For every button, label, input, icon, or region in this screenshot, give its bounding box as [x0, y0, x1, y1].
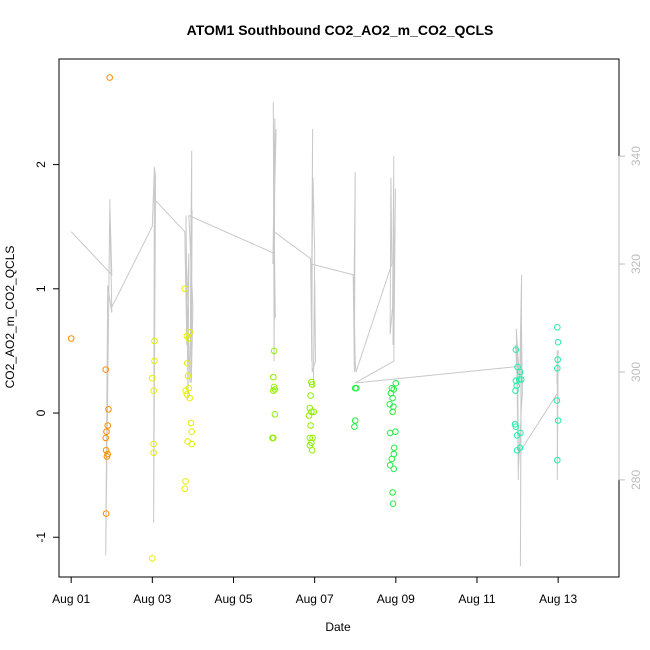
- data-point-s3-13: [392, 428, 399, 436]
- plot-frame: [58, 58, 620, 578]
- y-tick-label-3: 2: [34, 161, 48, 168]
- data-point-s1-2: [149, 374, 156, 382]
- x-axis: Aug 01 Aug 03 Aug 05 Aug 07 Aug 09 Aug 11 Aug …: [52, 576, 577, 606]
- y-axis-right: 280 300 320 340: [618, 146, 643, 490]
- y2-tick-label-3: 340: [629, 146, 643, 166]
- data-point-s0-9: [103, 453, 111, 460]
- data-point-s1-11: [183, 360, 191, 367]
- data-point-s3-14: [390, 444, 398, 452]
- data-point-s0-4: [104, 422, 111, 429]
- data-point-s4-11: [513, 432, 521, 439]
- data-point-s1-10: [186, 329, 193, 336]
- data-point-s4-9: [512, 423, 520, 431]
- y2-tick-label-1: 300: [629, 362, 643, 382]
- data-point-s3-20: [389, 500, 397, 508]
- x-tick-label-4: Aug 09: [377, 592, 415, 606]
- data-point-s4-13: [513, 447, 521, 454]
- data-point-s2-3: [271, 386, 279, 393]
- secondary-line-layer: [70, 102, 559, 567]
- data-point-s1-3: [150, 387, 157, 395]
- secondary-series-line: [70, 102, 559, 567]
- data-point-s1-5: [150, 449, 157, 457]
- data-point-s1-6: [149, 555, 156, 562]
- data-point-s3-17: [386, 461, 394, 469]
- data-point-s3-8: [389, 394, 396, 402]
- data-point-s4-14: [554, 324, 561, 331]
- data-point-s0-1: [102, 366, 109, 373]
- data-point-s4-20: [554, 456, 561, 464]
- data-point-s2-4: [270, 387, 277, 395]
- data-point-s3-3: [351, 423, 358, 431]
- data-point-s4-17: [554, 365, 561, 372]
- x-tick-label-0: Aug 01: [52, 592, 90, 606]
- y2-tick-label-2: 320: [629, 254, 643, 274]
- data-point-s4-7: [512, 387, 519, 395]
- scatter-points-layer: [67, 74, 562, 562]
- data-point-s2-14: [305, 412, 313, 419]
- data-point-s1-15: [185, 384, 193, 392]
- data-point-s2-7: [270, 434, 277, 442]
- data-point-s3-11: [389, 408, 396, 416]
- chart-title: ATOM1 Southbound CO2_AO2_m_CO2_QCLS: [187, 22, 494, 38]
- data-point-s1-1: [151, 357, 158, 365]
- data-point-s1-16: [186, 394, 193, 402]
- x-axis-label: Date: [325, 620, 351, 634]
- data-point-s2-20: [308, 447, 316, 454]
- data-point-s2-13: [310, 408, 318, 416]
- data-point-s1-17: [187, 419, 195, 427]
- x-tick-label-2: Aug 05: [214, 592, 252, 606]
- data-point-s3-6: [392, 379, 400, 387]
- data-point-s0-7: [102, 447, 110, 454]
- data-point-s2-9: [308, 381, 316, 388]
- data-point-s4-18: [553, 397, 561, 404]
- y-axis-label: CO2_AO2_m_CO2_QCLS: [3, 246, 17, 389]
- data-point-s0-0: [67, 335, 75, 342]
- y-tick-label-2: 1: [34, 285, 48, 292]
- data-point-s1-4: [150, 440, 157, 448]
- data-point-s3-18: [390, 465, 398, 473]
- data-point-s1-7: [181, 285, 189, 293]
- data-point-s2-11: [306, 404, 314, 412]
- data-point-s4-19: [554, 417, 562, 424]
- data-point-s0-2: [106, 74, 113, 81]
- x-tick-label-6: Aug 13: [539, 592, 577, 606]
- data-point-s3-10: [390, 403, 397, 411]
- data-point-s4-0: [512, 346, 520, 354]
- data-point-s1-20: [188, 440, 195, 448]
- y-tick-label-1: 0: [34, 409, 48, 416]
- x-tick-label-3: Aug 07: [296, 592, 334, 606]
- data-point-s0-3: [105, 406, 112, 413]
- data-point-s0-6: [102, 434, 109, 442]
- data-point-s1-14: [183, 391, 191, 398]
- data-point-s4-2: [516, 368, 524, 376]
- data-point-s1-18: [188, 428, 195, 436]
- y2-tick-label-0: 280: [629, 470, 643, 490]
- data-point-s3-16: [388, 455, 396, 463]
- data-point-s3-19: [389, 489, 396, 496]
- data-point-s0-10: [102, 510, 110, 517]
- data-point-s4-5: [517, 376, 525, 383]
- data-point-s2-15: [307, 422, 314, 429]
- data-point-s1-21: [182, 478, 189, 485]
- data-point-s1-0: [151, 337, 158, 345]
- data-point-s4-4: [515, 376, 523, 383]
- data-point-s1-22: [181, 485, 189, 493]
- data-point-s1-12: [184, 372, 192, 380]
- data-point-s4-15: [554, 338, 562, 346]
- data-point-s2-1: [270, 373, 277, 381]
- data-point-s4-16: [554, 356, 562, 363]
- data-point-s3-12: [386, 429, 394, 437]
- data-point-s2-5: [271, 411, 279, 418]
- data-point-s3-1: [353, 384, 360, 392]
- data-point-s2-0: [270, 347, 278, 355]
- data-point-s2-10: [307, 392, 314, 399]
- data-point-s3-2: [351, 417, 359, 424]
- y-tick-label-0: -1: [34, 532, 48, 543]
- data-point-s1-9: [185, 335, 193, 342]
- y-axis: -1 0 1 2: [34, 161, 60, 543]
- data-point-s0-5: [103, 428, 110, 436]
- x-tick-label-1: Aug 03: [133, 592, 171, 606]
- x-tick-label-5: Aug 11: [458, 592, 495, 606]
